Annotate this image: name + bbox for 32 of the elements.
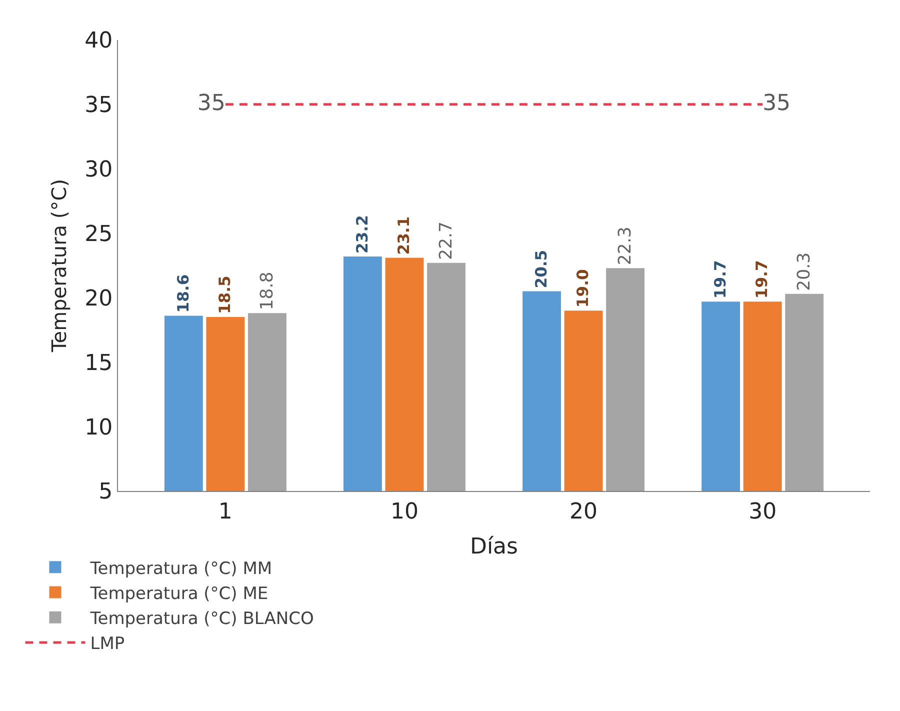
data-label: 19.7 xyxy=(711,260,730,299)
data-label: 18.6 xyxy=(174,274,192,313)
data-label: 23.2 xyxy=(353,215,372,254)
x-tick-label: 30 xyxy=(748,499,777,524)
data-label: 22.7 xyxy=(436,221,456,260)
legend-label: Temperatura (°C) MM xyxy=(89,558,272,579)
data-label: 19.0 xyxy=(574,269,592,308)
y-tick-label: 5 xyxy=(98,480,113,505)
x-axis-title: Días xyxy=(470,534,518,560)
y-tick-label: 35 xyxy=(84,93,113,118)
y-tick-label: 30 xyxy=(84,158,113,183)
legend-label: Temperatura (°C) BLANCO xyxy=(89,609,314,630)
y-tick-label: 20 xyxy=(84,286,113,312)
x-tick-label: 1 xyxy=(218,499,232,524)
y-tick-label: 15 xyxy=(84,350,113,376)
data-label: 35 xyxy=(762,90,791,116)
x-tick-label: 20 xyxy=(570,499,598,524)
data-label: 18.8 xyxy=(257,272,278,310)
x-tick-label: 10 xyxy=(390,499,418,524)
data-label: 20.3 xyxy=(794,252,814,291)
y-axis-title: Temperatura (°C) xyxy=(47,178,72,354)
data-label: 22.3 xyxy=(615,226,636,266)
data-label: 23.1 xyxy=(395,216,414,255)
legend-label: Temperatura (°C) ME xyxy=(89,584,268,604)
y-tick-label: 10 xyxy=(84,415,113,440)
legend-label: LMP xyxy=(90,634,125,654)
data-label: 19.7 xyxy=(753,260,772,299)
data-label: 18.5 xyxy=(216,276,234,314)
y-tick-label: 40 xyxy=(84,28,113,54)
data-label: 35 xyxy=(197,90,226,116)
y-tick-label: 25 xyxy=(84,222,113,247)
data-label: 20.5 xyxy=(532,250,550,288)
